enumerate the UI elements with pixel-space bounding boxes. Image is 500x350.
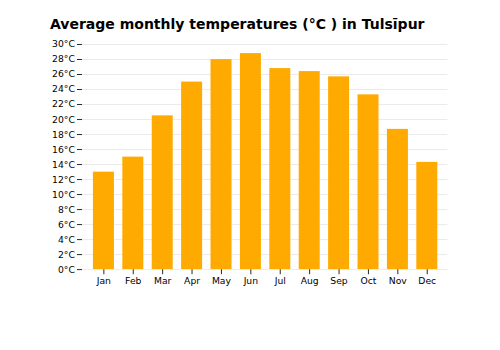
svg-text:0°C: 0°C bbox=[58, 264, 75, 275]
svg-text:Jan: Jan bbox=[96, 275, 111, 286]
svg-text:10°C: 10°C bbox=[52, 189, 75, 200]
svg-text:16°C: 16°C bbox=[52, 144, 75, 155]
svg-text:26°C: 26°C bbox=[52, 68, 75, 79]
svg-text:18°C: 18°C bbox=[52, 129, 75, 140]
svg-text:Aug: Aug bbox=[301, 275, 319, 286]
svg-text:2°C: 2°C bbox=[58, 249, 75, 260]
svg-text:Oct: Oct bbox=[360, 275, 376, 286]
svg-text:6°C: 6°C bbox=[58, 219, 75, 230]
svg-text:Jun: Jun bbox=[243, 275, 259, 286]
svg-text:May: May bbox=[212, 275, 232, 286]
svg-text:12°C: 12°C bbox=[52, 174, 75, 185]
html-text:Average monthly temperatures (: Average monthly temperatures (°C ) in Tu… bbox=[50, 16, 425, 32]
svg-text:28°C: 28°C bbox=[52, 53, 75, 64]
svg-text:Dec: Dec bbox=[418, 275, 436, 286]
svg-text:Sep: Sep bbox=[330, 275, 348, 286]
svg-text:Jul: Jul bbox=[274, 275, 286, 286]
svg-text:4°C: 4°C bbox=[58, 234, 75, 245]
svg-text:20°C: 20°C bbox=[52, 113, 75, 124]
svg-text:8°C: 8°C bbox=[58, 204, 75, 215]
svg-text:Feb: Feb bbox=[125, 275, 141, 286]
svg-text:14°C: 14°C bbox=[52, 159, 75, 170]
svg-text:30°C: 30°C bbox=[52, 38, 75, 49]
svg-text:Apr: Apr bbox=[184, 275, 200, 286]
svg-text:Mar: Mar bbox=[154, 275, 172, 286]
svg-text:Nov: Nov bbox=[389, 275, 408, 286]
svg-text:22°C: 22°C bbox=[52, 98, 75, 109]
svg-text:24°C: 24°C bbox=[52, 83, 75, 94]
